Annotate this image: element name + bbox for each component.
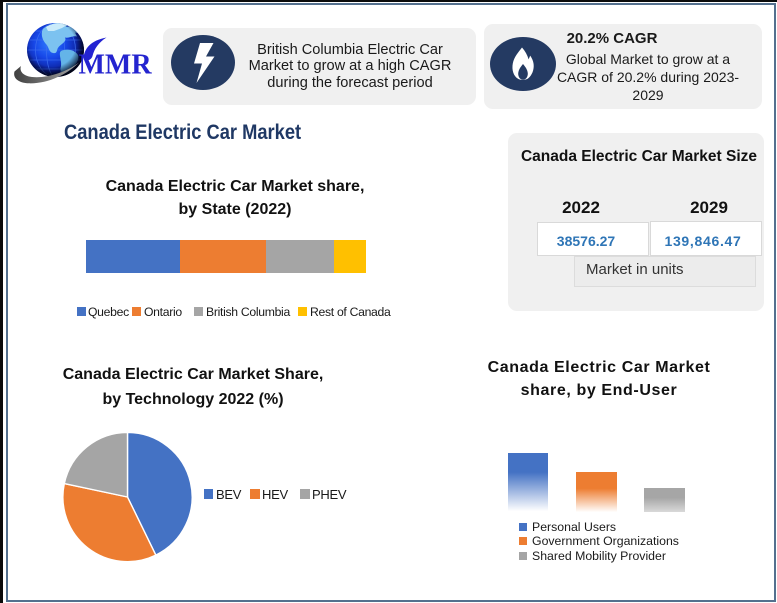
svg-text:MMR: MMR xyxy=(79,50,153,81)
